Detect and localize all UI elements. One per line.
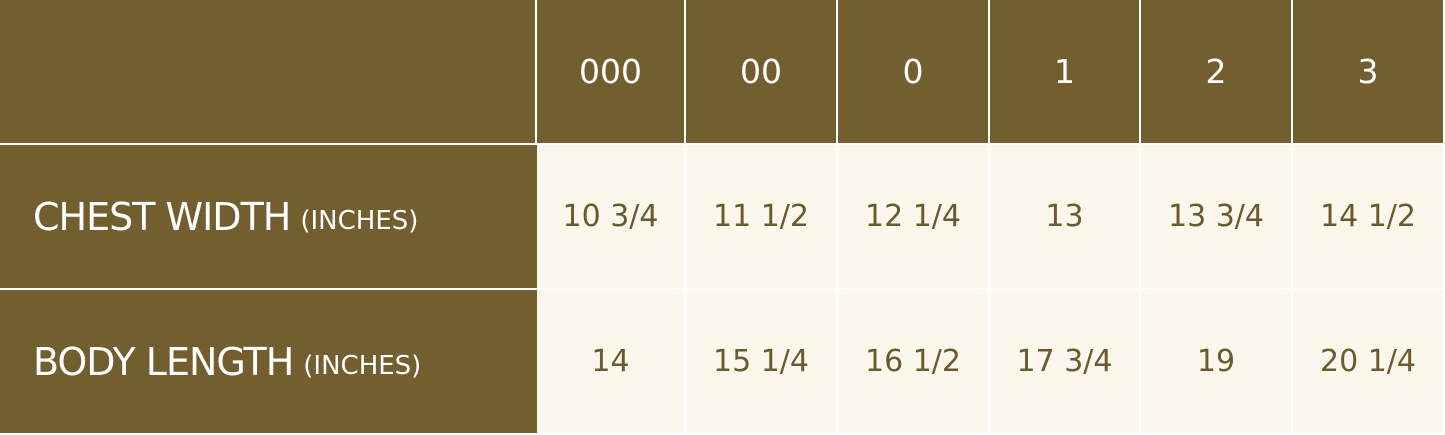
measure-value: 17 3/4 bbox=[990, 290, 1141, 435]
size-header: 3 bbox=[1293, 0, 1445, 145]
size-header: 1 bbox=[990, 0, 1141, 145]
size-header: 2 bbox=[1141, 0, 1293, 145]
measure-value: 16 1/2 bbox=[838, 290, 990, 435]
measure-value: 11 1/2 bbox=[686, 145, 838, 290]
measure-value: 14 1/2 bbox=[1293, 145, 1445, 290]
row-label: CHEST WIDTH (INCHES) bbox=[0, 145, 537, 290]
size-header: 0 bbox=[838, 0, 990, 145]
measure-value: 13 3/4 bbox=[1141, 145, 1293, 290]
measure-name: BODY LENGTH bbox=[33, 339, 294, 384]
measure-name: CHEST WIDTH bbox=[33, 194, 291, 239]
measure-value: 12 1/4 bbox=[838, 145, 990, 290]
measure-unit: (INCHES) bbox=[303, 350, 422, 381]
measure-value: 19 bbox=[1141, 290, 1293, 435]
row-label: BODY LENGTH (INCHES) bbox=[0, 290, 537, 435]
measure-value: 14 bbox=[537, 290, 686, 435]
size-header: 000 bbox=[537, 0, 686, 145]
measure-value: 10 3/4 bbox=[537, 145, 686, 290]
size-header: 00 bbox=[686, 0, 838, 145]
measure-value: 15 1/4 bbox=[686, 290, 838, 435]
corner-cell bbox=[0, 0, 537, 145]
measure-unit: (INCHES) bbox=[300, 205, 419, 236]
measure-value: 20 1/4 bbox=[1293, 290, 1445, 435]
measure-value: 13 bbox=[990, 145, 1141, 290]
